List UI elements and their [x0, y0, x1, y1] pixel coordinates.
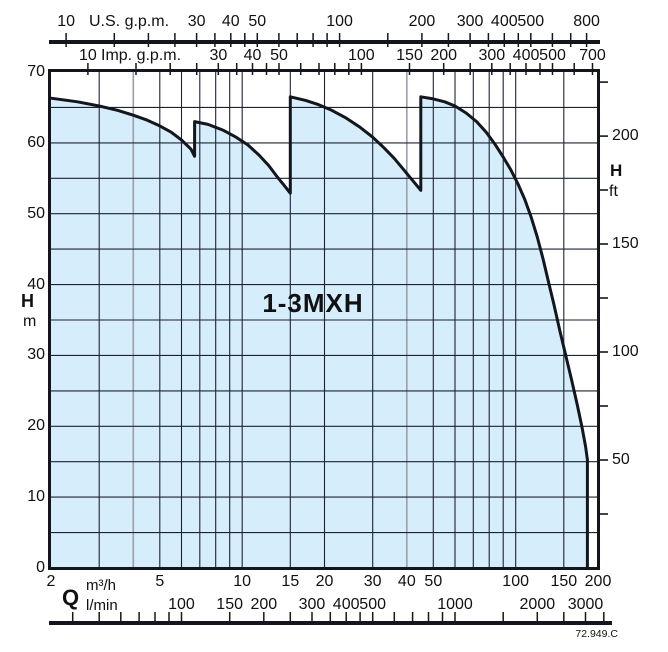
imp-gpm-tick-label: 200	[430, 47, 458, 64]
us-gpm-axis-title: U.S. g.p.m.	[89, 13, 170, 30]
lmin-tick-label: 100	[168, 596, 195, 613]
imp-gpm-tick-label: 400	[512, 47, 540, 64]
m3h-tick-label: 200	[584, 573, 612, 590]
flow-unit-m3h: m³/h	[86, 577, 116, 594]
us-gpm-tick-label: 400	[490, 13, 518, 30]
h-m-tick-label: 70	[27, 63, 45, 80]
m3h-tick-label: 50	[424, 573, 443, 590]
us-gpm-tick-label: 100	[326, 13, 353, 30]
head-axis-letter-m: H	[21, 291, 34, 311]
lmin-tick-label: 2000	[519, 596, 556, 613]
m3h-tick-label: 30	[363, 573, 382, 590]
m3h-tick-label: 15	[281, 573, 300, 590]
head-axis-letter-ft: H	[610, 161, 623, 180]
h-m-tick-label: 20	[27, 417, 45, 435]
imp-gpm-axis-title: Imp. g.p.m.	[101, 47, 182, 64]
us-gpm-tick-label: 300	[456, 13, 484, 30]
h-ft-tick-label: 200	[612, 127, 639, 145]
m3h-tick-label: 100	[502, 573, 530, 590]
h-m-tick-label: 30	[27, 346, 45, 364]
imp-gpm-tick-label: 10	[78, 47, 97, 64]
us-gpm-tick-label: 40	[221, 13, 240, 30]
imp-gpm-tick-label: 150	[396, 47, 423, 64]
h-m-tick-label: 0	[36, 559, 45, 576]
lmin-tick-label: 3000	[567, 596, 604, 613]
us-gpm-scale-bar	[49, 40, 600, 44]
document-number: 72.949.C	[575, 628, 618, 640]
pump-model-label: 1-3MXH	[262, 288, 364, 318]
us-gpm-tick-label: 800	[573, 13, 600, 30]
imp-gpm-tick-label: 700	[579, 47, 606, 64]
imp-gpm-tick-label: 50	[270, 47, 288, 64]
imp-gpm-tick-label: 300	[478, 47, 506, 64]
imp-gpm-tick-label: 30	[209, 47, 228, 64]
lmin-tick-label: 400	[332, 596, 360, 613]
h-ft-tick-label: 150	[612, 235, 639, 253]
us-gpm-tick-label: 200	[408, 13, 436, 30]
lmin-tick-label: 500	[359, 596, 387, 613]
head-axis-unit-ft: ft	[609, 183, 618, 200]
h-m-tick-label: 40	[27, 275, 45, 293]
h-m-tick-label: 50	[27, 204, 45, 222]
imp-gpm-tick-label: 100	[347, 47, 375, 64]
h-m-tick-label: 10	[27, 488, 45, 506]
envelope-fill	[51, 96, 588, 569]
lmin-tick-label: 200	[250, 596, 278, 613]
h-ft-tick-label: 50	[612, 451, 630, 468]
flow-axis-letter: Q	[62, 585, 80, 610]
lmin-scale-bar	[49, 621, 612, 625]
m3h-tick-label: 2	[46, 573, 56, 590]
m3h-tick-label: 20	[315, 573, 334, 590]
m3h-tick-label: 150	[550, 573, 578, 590]
h-ft-tick-label: 100	[612, 343, 639, 361]
lmin-tick-label: 150	[216, 596, 243, 613]
imp-gpm-tick-label: 500	[539, 47, 566, 64]
lmin-tick-label: 1000	[437, 596, 473, 613]
us-gpm-tick-label: 50	[248, 13, 267, 30]
m3h-tick-label: 10	[233, 573, 252, 590]
plot-frame	[48, 69, 600, 570]
flow-unit-lmin: l/min	[86, 597, 118, 614]
lmin-tick-label: 300	[298, 596, 326, 613]
imp-gpm-tick-label: 40	[243, 47, 262, 64]
h-m-tick-label: 60	[27, 133, 45, 151]
envelope-curve	[49, 95, 589, 570]
m3h-tick-label: 5	[155, 573, 165, 590]
head-axis-unit-m: m	[23, 313, 37, 330]
us-gpm-tick-label: 500	[517, 13, 545, 30]
us-gpm-tick-label: 30	[187, 13, 206, 30]
m3h-tick-label: 40	[397, 573, 416, 590]
us-gpm-tick-label: 10	[57, 13, 75, 30]
